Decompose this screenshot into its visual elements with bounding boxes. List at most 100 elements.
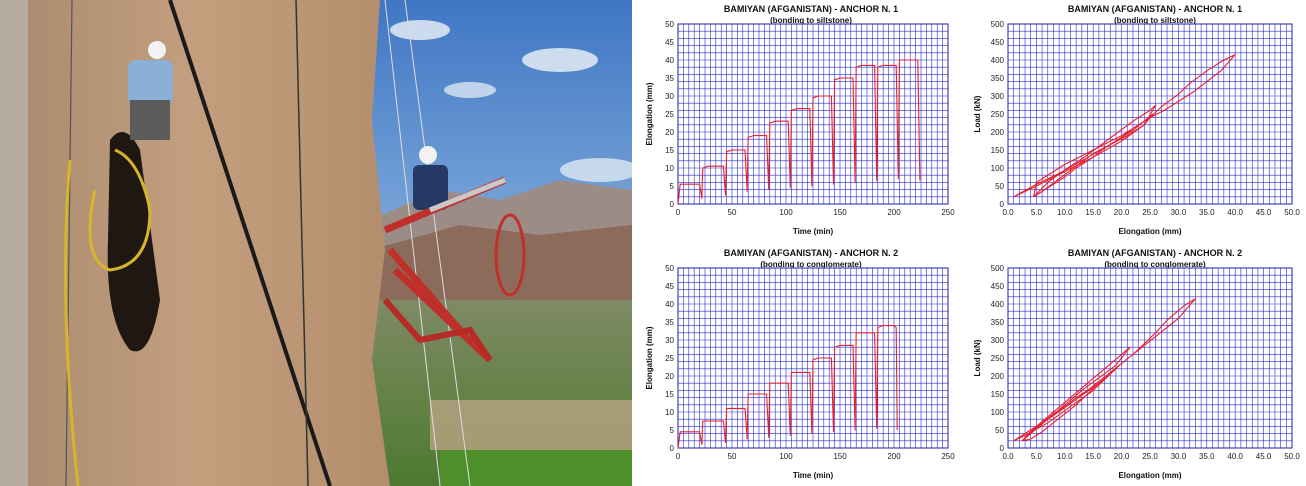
series-line xyxy=(1021,346,1131,442)
chart-anchor1-load: BAMIYAN (AFGANISTAN) - ANCHOR N. 1 (bond… xyxy=(970,2,1306,242)
series-line xyxy=(677,59,921,205)
y-tick-label: 500 xyxy=(991,20,1005,29)
y-tick-label: 50 xyxy=(995,182,1004,191)
chart-anchor2-time: BAMIYAN (AFGANISTAN) - ANCHOR N. 2 (bond… xyxy=(636,246,966,486)
y-tick-label: 450 xyxy=(991,38,1005,47)
y-tick-label: 10 xyxy=(665,164,674,173)
x-tick-label: 0 xyxy=(676,208,681,217)
y-tick-label: 350 xyxy=(991,318,1005,327)
y-tick-label: 250 xyxy=(991,110,1005,119)
x-tick-label: 15.0 xyxy=(1085,208,1101,217)
series-line xyxy=(1013,373,1111,442)
chart-subtitle: (bonding to siltstone) xyxy=(1114,16,1196,25)
chart-anchor1-time: BAMIYAN (AFGANISTAN) - ANCHOR N. 1 (bond… xyxy=(636,2,966,242)
chart-title: BAMIYAN (AFGANISTAN) - ANCHOR N. 2 xyxy=(1068,248,1242,258)
x-tick-label: 0 xyxy=(676,452,681,461)
series-line xyxy=(1021,298,1196,442)
x-tick-label: 50 xyxy=(728,452,737,461)
x-tick-label: 25.0 xyxy=(1142,452,1158,461)
x-tick-label: 250 xyxy=(941,452,955,461)
chart-anchor1-load-svg: BAMIYAN (AFGANISTAN) - ANCHOR N. 1 (bond… xyxy=(973,4,1300,236)
y-tick-label: 200 xyxy=(991,128,1005,137)
x-tick-label: 100 xyxy=(779,452,793,461)
series-line xyxy=(1013,113,1154,198)
series-line xyxy=(677,325,898,449)
chart-subtitle: (bonding to conglomerate) xyxy=(760,260,862,269)
climbers-photo xyxy=(0,0,632,486)
y-tick-label: 150 xyxy=(991,146,1005,155)
y-tick-label: 25 xyxy=(665,354,674,363)
chart-anchor1-time-svg: BAMIYAN (AFGANISTAN) - ANCHOR N. 1 (bond… xyxy=(645,4,955,236)
y-tick-label: 300 xyxy=(991,92,1005,101)
x-tick-label: 150 xyxy=(833,452,847,461)
x-tick-label: 45.0 xyxy=(1256,452,1272,461)
y-tick-label: 40 xyxy=(665,300,674,309)
x-tick-label: 20.0 xyxy=(1114,208,1130,217)
y-tick-label: 50 xyxy=(995,426,1004,435)
y-tick-label: 0 xyxy=(670,200,675,209)
x-tick-label: 30.0 xyxy=(1171,452,1187,461)
x-tick-label: 35.0 xyxy=(1199,208,1215,217)
chart-anchor2-load-svg: BAMIYAN (AFGANISTAN) - ANCHOR N. 2 (bond… xyxy=(973,248,1300,480)
y-tick-label: 45 xyxy=(665,38,674,47)
x-tick-label: 10.0 xyxy=(1057,452,1073,461)
y-tick-label: 150 xyxy=(991,390,1005,399)
y-tick-label: 100 xyxy=(991,164,1005,173)
x-tick-label: 150 xyxy=(833,208,847,217)
y-tick-label: 250 xyxy=(991,354,1005,363)
x-tick-label: 5.0 xyxy=(1031,452,1043,461)
chart-subtitle: (bonding to conglomerate) xyxy=(1104,260,1206,269)
y-axis-label: Elongation (mm) xyxy=(645,326,654,389)
y-axis-label: Elongation (mm) xyxy=(645,82,654,145)
y-tick-label: 350 xyxy=(991,74,1005,83)
x-tick-label: 45.0 xyxy=(1256,208,1272,217)
y-tick-label: 25 xyxy=(665,110,674,119)
x-tick-label: 20.0 xyxy=(1114,452,1130,461)
x-tick-label: 0.0 xyxy=(1002,452,1014,461)
chart-title: BAMIYAN (AFGANISTAN) - ANCHOR N. 1 xyxy=(724,4,898,14)
chart-subtitle: (bonding to siltstone) xyxy=(770,16,852,25)
chart-anchor2-load: BAMIYAN (AFGANISTAN) - ANCHOR N. 2 (bond… xyxy=(970,246,1306,486)
x-tick-label: 40.0 xyxy=(1227,208,1243,217)
x-axis-label: Elongation (mm) xyxy=(1118,227,1181,236)
y-tick-label: 40 xyxy=(665,56,674,65)
x-tick-label: 200 xyxy=(887,208,901,217)
y-tick-label: 5 xyxy=(670,182,675,191)
x-tick-label: 5.0 xyxy=(1031,208,1043,217)
x-tick-label: 35.0 xyxy=(1199,452,1215,461)
x-tick-label: 50.0 xyxy=(1284,452,1300,461)
y-tick-label: 0 xyxy=(1000,444,1005,453)
series-line xyxy=(1033,104,1157,198)
y-tick-label: 0 xyxy=(670,444,675,453)
y-tick-label: 30 xyxy=(665,336,674,345)
y-tick-label: 500 xyxy=(991,264,1005,273)
y-tick-label: 15 xyxy=(665,390,674,399)
y-tick-label: 50 xyxy=(665,20,674,29)
x-tick-label: 200 xyxy=(887,452,901,461)
x-tick-label: 15.0 xyxy=(1085,452,1101,461)
x-tick-label: 40.0 xyxy=(1227,452,1243,461)
y-tick-label: 300 xyxy=(991,336,1005,345)
x-axis-label: Time (min) xyxy=(793,471,834,480)
chart-anchor2-time-svg: BAMIYAN (AFGANISTAN) - ANCHOR N. 2 (bond… xyxy=(645,248,955,480)
x-tick-label: 25.0 xyxy=(1142,208,1158,217)
y-tick-label: 450 xyxy=(991,282,1005,291)
x-tick-label: 10.0 xyxy=(1057,208,1073,217)
y-tick-label: 35 xyxy=(665,318,674,327)
chart-title: BAMIYAN (AFGANISTAN) - ANCHOR N. 2 xyxy=(724,248,898,258)
y-axis-label: Load (kN) xyxy=(973,95,982,132)
y-tick-label: 45 xyxy=(665,282,674,291)
y-tick-label: 100 xyxy=(991,408,1005,417)
x-axis-label: Time (min) xyxy=(793,227,834,236)
x-tick-label: 50.0 xyxy=(1284,208,1300,217)
y-tick-label: 35 xyxy=(665,74,674,83)
y-tick-label: 20 xyxy=(665,372,674,381)
y-tick-label: 50 xyxy=(665,264,674,273)
x-tick-label: 30.0 xyxy=(1171,208,1187,217)
x-axis-label: Elongation (mm) xyxy=(1118,471,1181,480)
x-tick-label: 250 xyxy=(941,208,955,217)
x-tick-label: 50 xyxy=(728,208,737,217)
x-tick-label: 0.0 xyxy=(1002,208,1014,217)
y-tick-label: 5 xyxy=(670,426,675,435)
y-tick-label: 15 xyxy=(665,146,674,155)
